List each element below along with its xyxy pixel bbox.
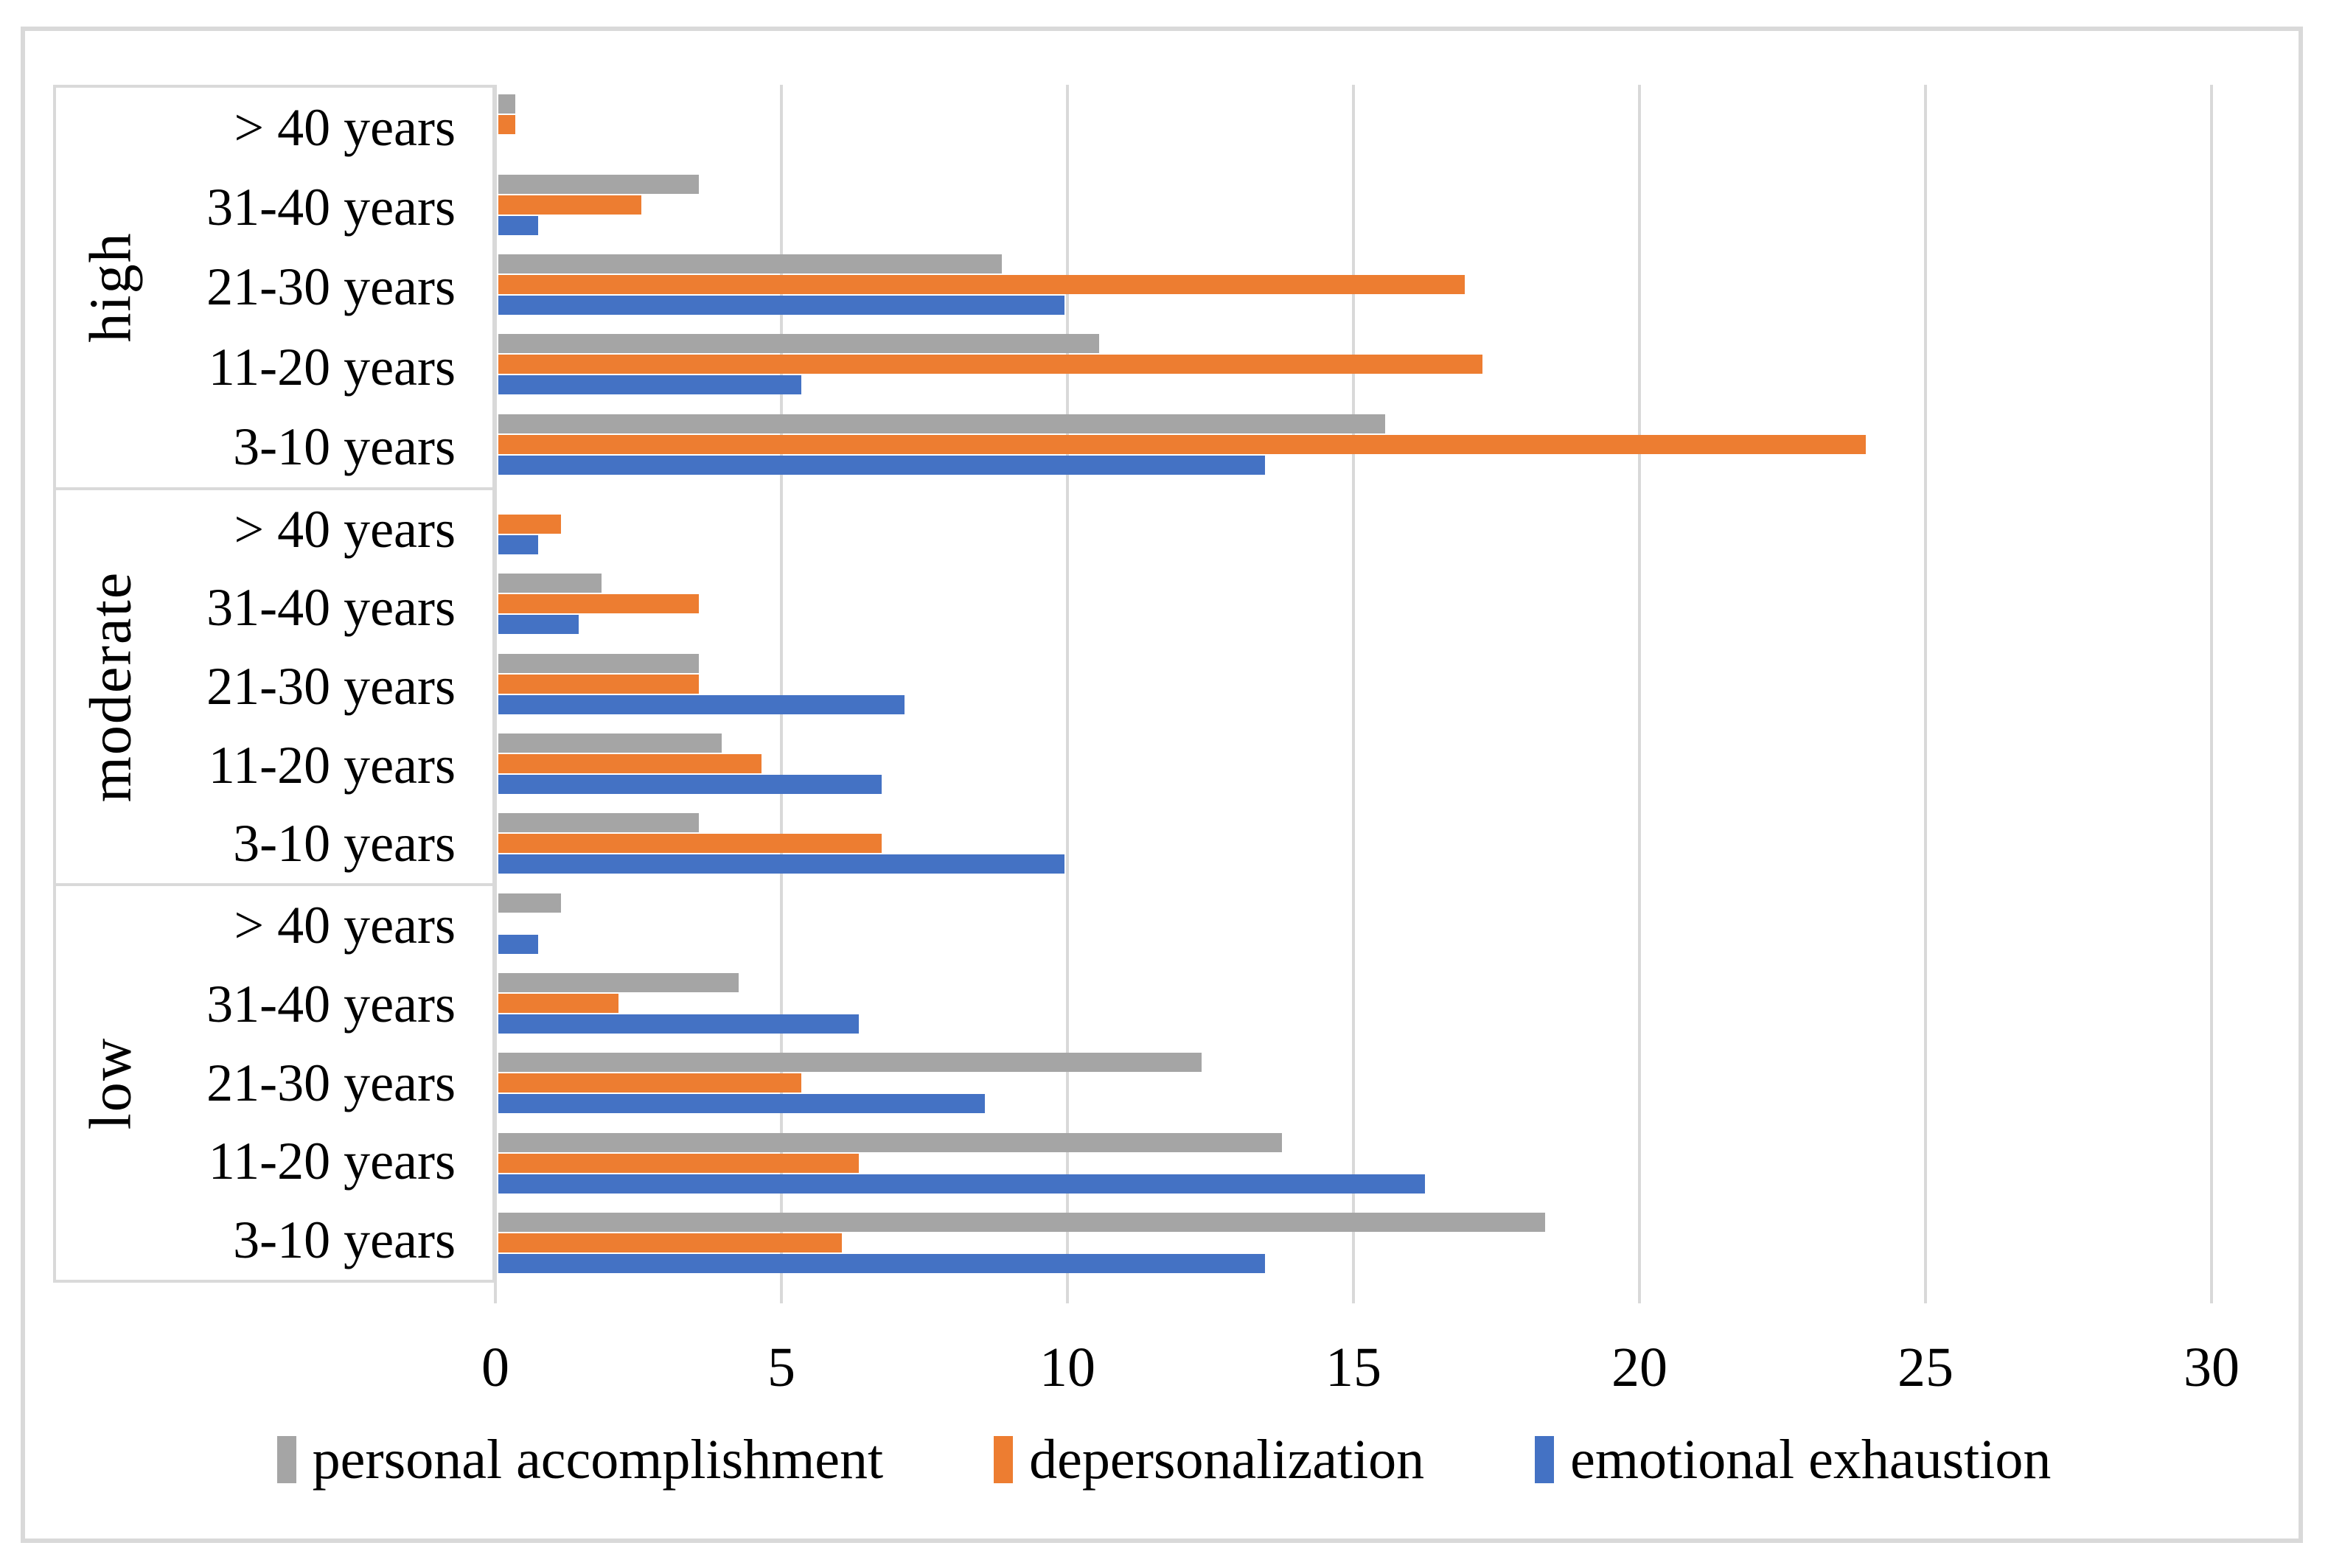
category-label-high-0: > 40 years (234, 97, 456, 157)
group-box-low: low > 40 years 31-40 years 21-30 years 11-20… (56, 883, 492, 1280)
bar-high-310years-personal-accomplishment (498, 414, 1385, 433)
legend-label-personal-accomplishment: personal accomplishment (312, 1428, 884, 1491)
category-label-moderate-3: 11-20 years (208, 735, 456, 795)
category-panel: high > 40 years 31-40 years 21-30 years 11-2… (53, 85, 495, 1283)
bar-moderate-2130years-depersonalization (498, 674, 699, 694)
category-label-low-3: 11-20 years (208, 1132, 456, 1191)
category-label-moderate-0: > 40 years (234, 499, 456, 559)
bar-moderate-40years-depersonalization (498, 514, 562, 534)
category-label-low-4: 3-10 years (233, 1210, 456, 1270)
group-label-wrap-moderate: moderate (56, 490, 167, 884)
legend-swatch-depersonalization-icon (994, 1436, 1014, 1483)
bar-low-2130years-personal-accomplishment (498, 1053, 1202, 1073)
bar-high-40years-personal-accomplishment (498, 94, 516, 114)
bar-high-3140years-depersonalization (498, 195, 641, 215)
bar-moderate-1120years-personal-accomplishment (498, 733, 722, 753)
legend-label-emotional-exhaustion: emotional exhaustion (1570, 1428, 2052, 1491)
category-label-moderate-2: 21-30 years (206, 656, 456, 716)
category-label-high-3: 11-20 years (208, 337, 456, 397)
bar-moderate-3140years-personal-accomplishment (498, 574, 602, 593)
group-label-wrap-high: high (56, 88, 167, 487)
category-label-low-2: 21-30 years (206, 1053, 456, 1112)
gridline-x-30 (2210, 85, 2213, 1303)
x-axis-tick-label-20: 20 (1611, 1337, 1667, 1398)
legend-item-personal-accomplishment: personal accomplishment (276, 1428, 884, 1492)
bar-moderate-310years-personal-accomplishment (498, 813, 699, 833)
group-box-high: high > 40 years 31-40 years 21-30 years 11-2… (56, 88, 492, 487)
x-axis-tick-label-10: 10 (1039, 1337, 1095, 1398)
legend-swatch-emotional-exhaustion-icon (1535, 1436, 1555, 1483)
gridline-x-15 (1352, 85, 1355, 1303)
bar-high-2130years-personal-accomplishment (498, 254, 1002, 273)
bar-low-2130years-emotional-exhaustion (498, 1094, 985, 1114)
bar-moderate-1120years-depersonalization (498, 753, 762, 773)
bar-moderate-310years-emotional-exhaustion (498, 854, 1065, 874)
gridline-x-25 (1924, 85, 1927, 1303)
bar-low-310years-emotional-exhaustion (498, 1253, 1265, 1273)
gridline-x-10 (1066, 85, 1069, 1303)
category-label-high-2: 21-30 years (206, 257, 456, 317)
gridline-x-5 (780, 85, 783, 1303)
bar-moderate-2130years-emotional-exhaustion (498, 694, 905, 714)
bar-high-3140years-personal-accomplishment (498, 174, 699, 194)
bar-moderate-1120years-emotional-exhaustion (498, 774, 882, 794)
x-axis-tick-label-5: 5 (767, 1337, 795, 1398)
x-axis-tick-label-15: 15 (1325, 1337, 1381, 1398)
bar-high-40years-depersonalization (498, 115, 516, 135)
bar-low-3140years-depersonalization (498, 993, 618, 1013)
legend: personal accomplishment depersonalizatio… (0, 1412, 2328, 1508)
bar-low-3140years-emotional-exhaustion (498, 1014, 859, 1034)
bar-high-1120years-personal-accomplishment (498, 334, 1099, 354)
bar-moderate-310years-depersonalization (498, 834, 882, 854)
category-label-moderate-4: 3-10 years (233, 814, 456, 874)
gridline-x-20 (1638, 85, 1641, 1303)
bar-low-310years-personal-accomplishment (498, 1212, 1546, 1232)
legend-item-depersonalization: depersonalization (994, 1428, 1424, 1492)
x-axis-tick-label-0: 0 (481, 1337, 509, 1398)
bar-low-2130years-depersonalization (498, 1073, 802, 1093)
bar-moderate-40years-emotional-exhaustion (498, 534, 539, 554)
group-box-moderate: moderate > 40 years 31-40 years 21-30 years… (56, 487, 492, 884)
gridline-x-0 (494, 85, 497, 1303)
bar-low-1120years-depersonalization (498, 1153, 859, 1173)
bar-low-3140years-personal-accomplishment (498, 972, 739, 992)
bar-moderate-3140years-emotional-exhaustion (498, 615, 579, 635)
bar-low-1120years-emotional-exhaustion (498, 1174, 1426, 1194)
legend-item-emotional-exhaustion: emotional exhaustion (1535, 1428, 2051, 1492)
bar-high-2130years-emotional-exhaustion (498, 295, 1065, 315)
bar-high-1120years-emotional-exhaustion (498, 375, 802, 395)
group-label-high: high (78, 231, 144, 343)
x-axis-tick-label-30: 30 (2184, 1337, 2240, 1398)
bar-high-310years-depersonalization (498, 434, 1866, 454)
group-label-low: low (78, 1036, 144, 1130)
category-label-high-4: 3-10 years (233, 417, 456, 476)
bar-low-1120years-personal-accomplishment (498, 1132, 1283, 1152)
bar-low-40years-emotional-exhaustion (498, 934, 539, 954)
bar-high-310years-emotional-exhaustion (498, 455, 1265, 475)
bar-high-2130years-depersonalization (498, 274, 1466, 294)
group-label-wrap-low: low (56, 886, 167, 1280)
x-axis-tick-label-25: 25 (1897, 1337, 1954, 1398)
bar-moderate-2130years-personal-accomplishment (498, 653, 699, 673)
category-label-moderate-1: 31-40 years (206, 578, 456, 638)
bar-high-3140years-emotional-exhaustion (498, 215, 539, 235)
legend-label-depersonalization: depersonalization (1029, 1428, 1425, 1491)
group-label-moderate: moderate (78, 571, 144, 803)
bar-moderate-3140years-depersonalization (498, 594, 699, 614)
category-label-low-0: > 40 years (234, 896, 456, 955)
bar-low-40years-personal-accomplishment (498, 893, 562, 913)
bar-low-310years-depersonalization (498, 1233, 842, 1252)
legend-swatch-personal-accomplishment-icon (276, 1436, 296, 1483)
category-label-high-1: 31-40 years (206, 177, 456, 237)
category-label-low-1: 31-40 years (206, 974, 456, 1034)
bar-high-1120years-depersonalization (498, 355, 1482, 374)
